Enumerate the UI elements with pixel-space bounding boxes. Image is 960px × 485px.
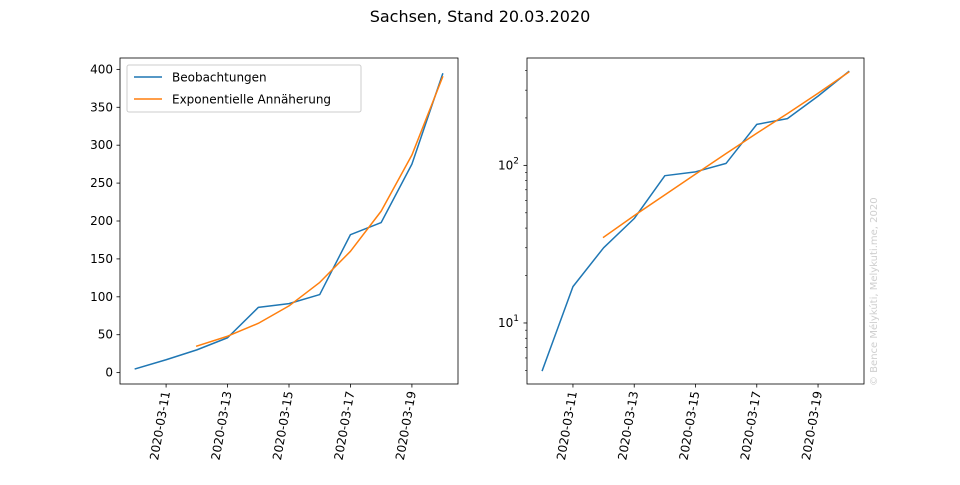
x-tick-label: 2020-03-15: [270, 390, 296, 461]
x-tick-label: 2020-03-13: [615, 390, 641, 461]
log-chart-panel: 101 102 2020-03-11 2020-03-13 2020-03-15 2020…: [498, 57, 865, 461]
y-tick-label: 100: [90, 290, 113, 304]
watermark: © Bence Mélykúti, Melykuti.me, 2020: [868, 197, 880, 386]
linear-chart-panel: 0 50 100 150 200 250 300 350 400 2020-03-11 2020-0…: [90, 57, 459, 461]
x-tick-label: 2020-03-19: [393, 390, 419, 461]
y-tick-label: 300: [90, 138, 113, 152]
series-line-observations: [541, 70, 850, 372]
legend-label-observations: Beobachtungen: [172, 71, 267, 85]
legend-box: [126, 64, 362, 113]
axes-frame: [526, 57, 865, 385]
x-tick-label: 2020-03-11: [147, 390, 173, 461]
series-line-fit: [602, 71, 850, 239]
y-tick-label: 350: [90, 100, 113, 114]
y-tick-label: 250: [90, 176, 113, 190]
y-tick-label: 0: [105, 366, 113, 380]
x-tick-label: 2020-03-17: [738, 390, 764, 461]
x-tick-label: 2020-03-11: [554, 390, 580, 461]
legend-label-fit: Exponentielle Annäherung: [172, 93, 331, 107]
x-tick-label: 2020-03-15: [677, 390, 703, 461]
x-tick-label: 2020-03-19: [799, 390, 825, 461]
x-tick-label: 2020-03-17: [332, 390, 358, 461]
series-line-observations: [134, 72, 444, 370]
y-tick-label: 400: [90, 62, 113, 76]
y-tick-label: 150: [90, 252, 113, 266]
y-tick-label: 102: [498, 156, 519, 172]
y-tick-label: 101: [498, 314, 519, 330]
y-tick-label: 200: [90, 214, 113, 228]
figure-title: Sachsen, Stand 20.03.2020: [370, 7, 591, 26]
x-tick-label: 2020-03-13: [209, 390, 235, 461]
y-tick-label: 50: [98, 328, 113, 342]
series-line-fit: [195, 75, 444, 348]
